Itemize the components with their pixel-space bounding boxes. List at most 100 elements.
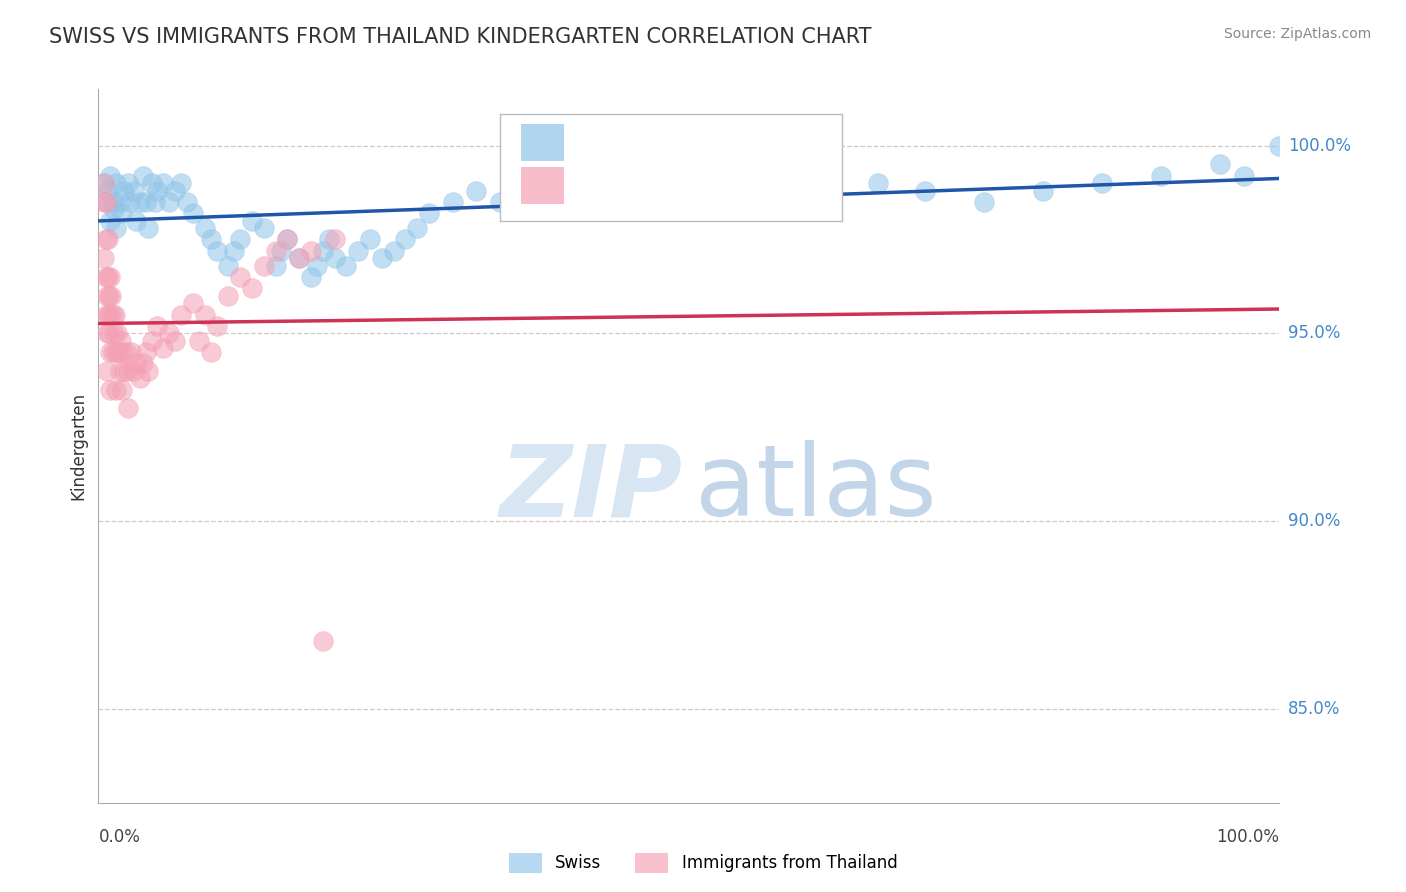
Point <box>394 232 416 246</box>
Point <box>98 270 121 285</box>
Point <box>240 213 263 227</box>
Point <box>97 232 120 246</box>
Point <box>299 244 322 258</box>
Point <box>312 634 335 648</box>
Point <box>125 213 148 227</box>
Point <box>111 206 134 220</box>
Point <box>105 383 128 397</box>
FancyBboxPatch shape <box>522 124 564 161</box>
Point <box>1091 176 1114 190</box>
Point <box>112 184 135 198</box>
Point <box>105 221 128 235</box>
Point <box>200 232 222 246</box>
Point <box>94 194 117 209</box>
FancyBboxPatch shape <box>522 167 564 204</box>
Point <box>371 251 394 265</box>
Point <box>1032 184 1054 198</box>
Point <box>299 270 322 285</box>
Point <box>288 251 311 265</box>
Point <box>229 232 252 246</box>
Point <box>347 244 370 258</box>
Point <box>128 194 150 209</box>
Point <box>98 345 121 359</box>
Point <box>1268 138 1291 153</box>
Point <box>112 364 135 378</box>
Point <box>121 345 143 359</box>
Text: 90.0%: 90.0% <box>1288 512 1340 530</box>
Y-axis label: Kindergarten: Kindergarten <box>69 392 87 500</box>
Point <box>359 232 381 246</box>
Point <box>820 169 842 183</box>
Point <box>165 334 187 348</box>
Point <box>187 334 209 348</box>
Point <box>98 289 121 303</box>
Point <box>305 259 328 273</box>
Point <box>117 364 139 378</box>
Point <box>98 383 121 397</box>
Point <box>560 194 582 209</box>
Point <box>105 345 128 359</box>
Point <box>96 326 118 341</box>
Text: 95.0%: 95.0% <box>1288 325 1340 343</box>
Point <box>105 326 128 341</box>
Point <box>1209 157 1232 171</box>
Point <box>772 176 794 190</box>
Point <box>103 326 125 341</box>
Point <box>170 176 193 190</box>
Point <box>288 251 311 265</box>
Point <box>973 194 995 209</box>
Point <box>97 184 120 198</box>
Point <box>93 194 115 209</box>
Text: Source: ZipAtlas.com: Source: ZipAtlas.com <box>1223 27 1371 41</box>
Point <box>194 221 217 235</box>
Point <box>607 176 630 190</box>
Point <box>96 289 118 303</box>
Point <box>200 345 222 359</box>
Point <box>205 244 228 258</box>
Point <box>441 194 464 209</box>
Point <box>135 345 157 359</box>
Point <box>1150 169 1173 183</box>
Point <box>264 244 287 258</box>
Point <box>98 308 121 322</box>
Point <box>94 308 117 322</box>
Point <box>93 176 115 190</box>
Point <box>111 345 134 359</box>
Point <box>654 184 676 198</box>
Point <box>382 244 405 258</box>
Point <box>253 221 276 235</box>
Point <box>114 345 136 359</box>
Point <box>97 308 120 322</box>
Point <box>98 169 121 183</box>
Point <box>94 270 117 285</box>
Text: 100.0%: 100.0% <box>1288 136 1351 154</box>
Point <box>110 334 132 348</box>
Text: SWISS VS IMMIGRANTS FROM THAILAND KINDERGARTEN CORRELATION CHART: SWISS VS IMMIGRANTS FROM THAILAND KINDER… <box>49 27 872 46</box>
Point <box>107 345 129 359</box>
Point <box>276 232 298 246</box>
Point <box>406 221 429 235</box>
Point <box>94 232 117 246</box>
Point <box>141 176 163 190</box>
Point <box>323 232 346 246</box>
Point <box>146 318 169 333</box>
Text: 0.0%: 0.0% <box>98 828 141 846</box>
Point <box>132 169 155 183</box>
Point <box>97 270 120 285</box>
Point <box>103 202 125 217</box>
Point <box>143 194 166 209</box>
Point <box>122 184 145 198</box>
Point <box>1233 169 1256 183</box>
Point <box>276 232 298 246</box>
Point <box>146 184 169 198</box>
Point <box>125 356 148 370</box>
Point <box>240 281 263 295</box>
Point <box>181 206 204 220</box>
Point <box>264 259 287 273</box>
Point <box>312 244 335 258</box>
Point <box>318 232 340 246</box>
Text: R = 0.456   N = 77: R = 0.456 N = 77 <box>575 133 776 153</box>
Point <box>335 259 357 273</box>
Point <box>104 308 127 322</box>
Point <box>108 364 131 378</box>
